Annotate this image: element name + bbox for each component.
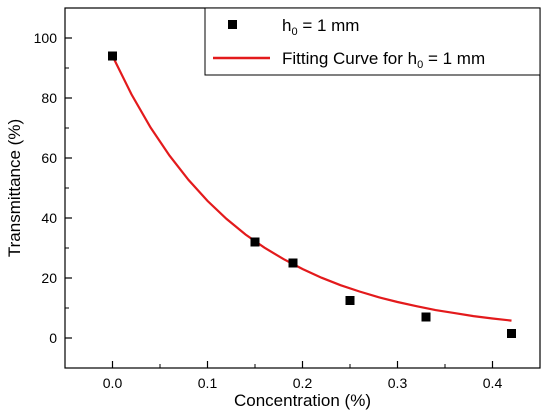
data-point [345,296,355,305]
x-tick-label: 0.1 [198,375,218,391]
legend-label-scatter-sub: 0 [291,26,297,38]
legend-label-fit-rest: = 1 mm [423,49,485,68]
x-tick-label: 0.0 [103,375,123,391]
legend-box [204,7,541,76]
y-tick-label: 20 [41,270,57,286]
x-tick-label: 0.4 [483,375,503,391]
y-tick-label: 100 [34,30,58,46]
y-tick-label: 80 [41,90,57,106]
x-axis-title: Concentration (%) [234,391,371,410]
fitting-curve [111,55,512,322]
legend-marker-square [228,20,237,29]
legend-label-scatter-rest: = 1 mm [298,16,360,35]
legend-label-fit-main: Fitting Curve for h [282,49,417,68]
y-axis-title: Transmittance (%) [5,119,24,257]
legend-label-scatter: h0 = 1 mm [282,16,359,38]
axes: 0.0 0.1 0.2 0.3 0.4 0 20 40 60 80 100 [34,7,541,391]
x-tick-label: 0.2 [293,375,313,391]
data-point [421,312,431,322]
legend-label-fit: Fitting Curve for h0 = 1 mm [282,49,485,71]
x-tick-label: 0.3 [388,375,408,391]
legend-label-fit-sub: 0 [417,59,423,71]
y-tick-label: 60 [41,150,57,166]
data-point [250,237,260,247]
data-point [108,51,117,61]
y-tick-label: 0 [49,330,57,346]
legend: h0 = 1 mm Fitting Curve for h0 = 1 mm [204,7,541,76]
legend-label-scatter-main: h [282,16,291,35]
data-point [288,258,298,268]
plot-area [108,51,516,338]
y-tick-label: 40 [41,210,57,226]
data-point [507,329,516,338]
